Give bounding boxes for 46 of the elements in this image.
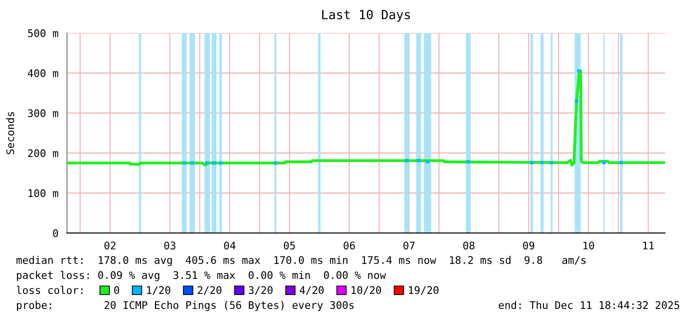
legend-label: 10/20 [352, 286, 382, 295]
point [182, 161, 186, 165]
point [426, 160, 430, 164]
point [404, 158, 408, 162]
y-tick-label: 500 m [28, 29, 58, 38]
legend-label: 2/20 [198, 286, 222, 295]
x-tick-label: 08 [463, 242, 474, 250]
x-tick-label: 06 [344, 242, 355, 250]
chart-title: Last 10 Days [322, 10, 410, 22]
line-series [67, 70, 665, 166]
x-tick-label: 11 [643, 242, 654, 250]
text: end: Thu Dec 11 18:44:32 2025 [498, 300, 680, 310]
point [620, 160, 624, 164]
x-tick-label: 07 [403, 242, 415, 250]
y-tick-label: 400 m [28, 69, 58, 78]
point [218, 161, 222, 165]
x-tick-label: 04 [224, 242, 236, 250]
x-tick-label: 03 [164, 242, 176, 250]
point [550, 160, 554, 164]
text: packet loss: 0.09 % avg 3.51 % max 0.00 % min 0.00 % now [16, 270, 386, 282]
legend-label: 19/20 [409, 286, 438, 295]
legend-label: 0 [114, 286, 120, 294]
text: median rtt: 178.0 ms avg 405.6 ms max 170.0 ms min 175.4 ms now 18.2 ms sd 9.8 am/s [16, 256, 586, 266]
y-tick-label: 300 m [28, 109, 58, 118]
point [205, 161, 209, 165]
y-axis-title: Seconds [6, 112, 14, 154]
point [602, 160, 606, 164]
y-tick-label: 100 m [28, 189, 58, 198]
point [577, 69, 581, 73]
x-tick-label: 10 [583, 242, 594, 250]
legend-label: 4/20 [300, 286, 324, 295]
legend-title: loss color: [16, 286, 82, 294]
point [274, 161, 278, 165]
legend-label: 3/20 [248, 286, 273, 295]
x-tick-label: 09 [523, 242, 534, 250]
point [212, 161, 216, 165]
x-tick-label: 05 [284, 242, 295, 250]
point [466, 160, 470, 164]
point [416, 158, 420, 162]
text: probe: 20 ICMP Echo Pings (56 Bytes) every 300s [16, 300, 354, 312]
y-tick-label: 200 m [28, 149, 58, 158]
x-tick-label: 02 [104, 242, 116, 250]
y-tick-label: 0 [53, 229, 58, 238]
point [540, 160, 544, 164]
legend-label: 1/20 [147, 286, 170, 295]
point [530, 160, 534, 164]
